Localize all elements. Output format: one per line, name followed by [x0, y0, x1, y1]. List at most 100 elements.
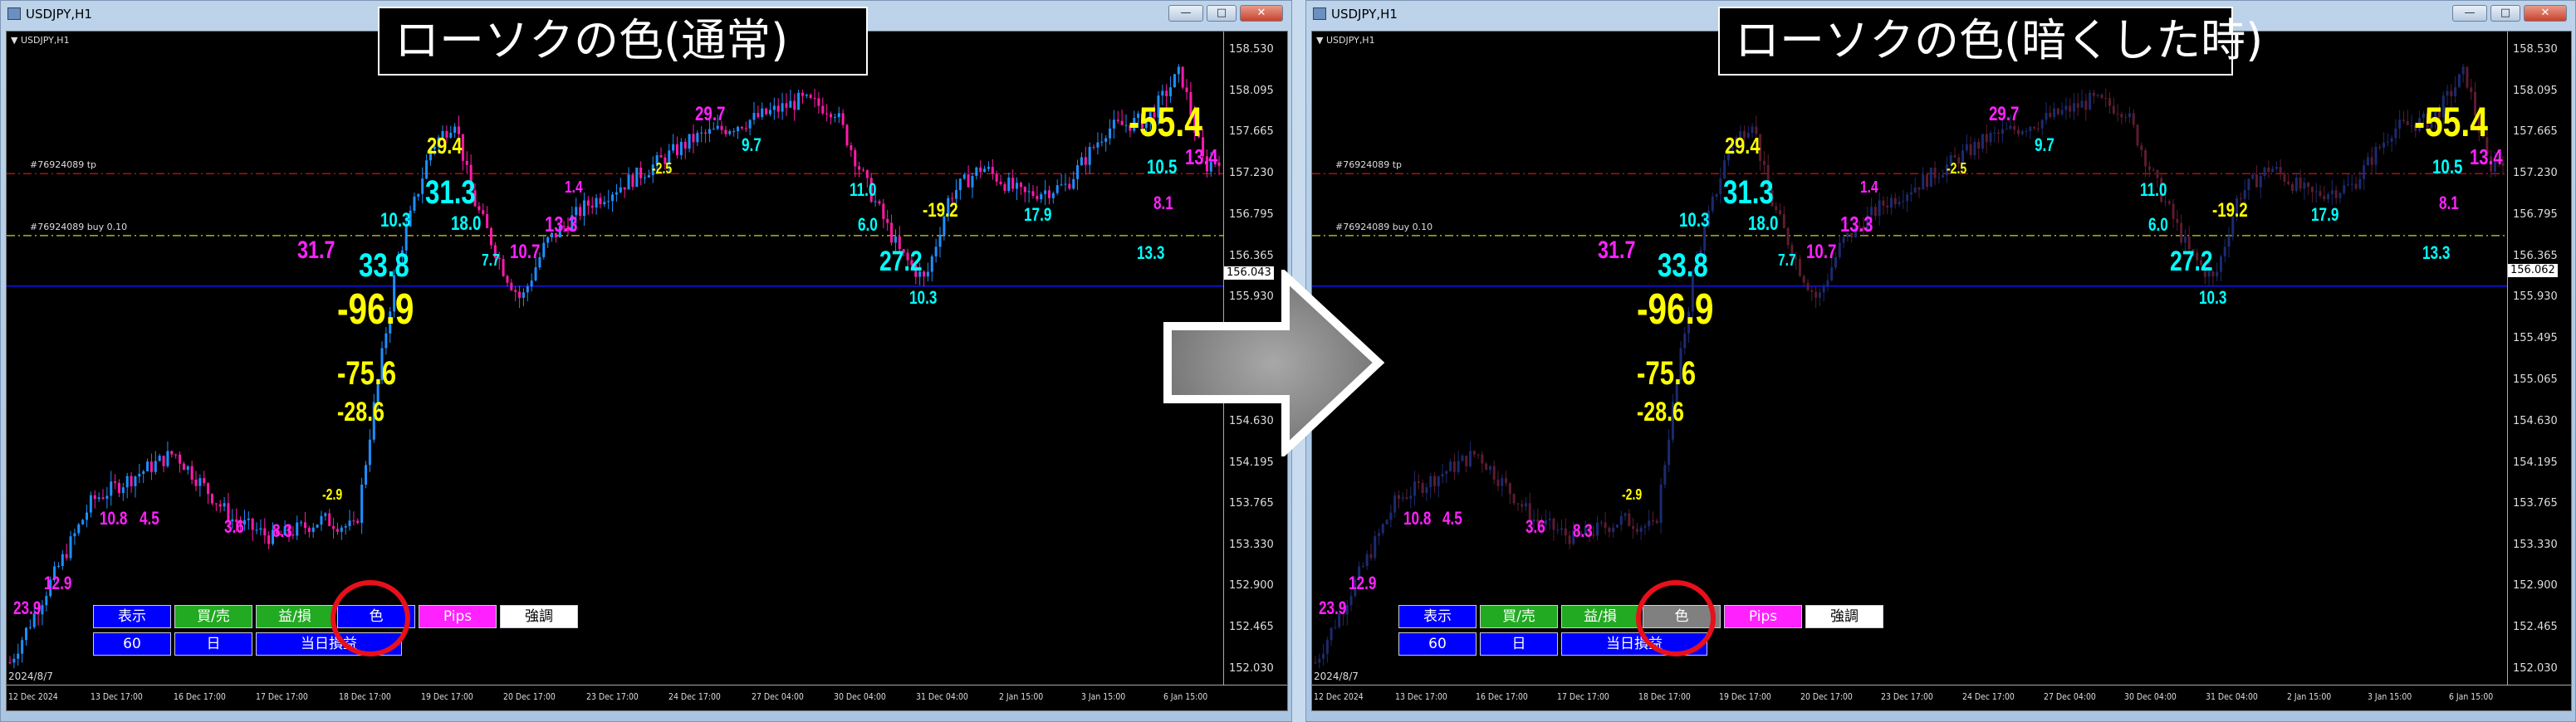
candle — [380, 341, 384, 384]
candle — [1165, 84, 1168, 108]
candle — [235, 508, 238, 533]
candle — [1588, 524, 1591, 543]
candle — [2410, 114, 2413, 133]
candle — [2358, 171, 2362, 190]
candle — [2474, 81, 2477, 124]
price-tick-label: 152.900 — [2513, 579, 2558, 593]
candle — [2291, 181, 2294, 194]
candle — [1060, 173, 1063, 187]
price-tick-label: 158.095 — [2513, 84, 2558, 97]
price-axis[interactable]: 158.530 158.095 157.665 157.230 156.795 156.3… — [2507, 32, 2571, 685]
candle — [473, 183, 477, 207]
day-button[interactable]: 日 — [174, 632, 252, 656]
close-button[interactable]: ✕ — [2524, 5, 2567, 22]
candle — [1981, 134, 1984, 153]
period-60-button[interactable]: 60 — [1398, 632, 1477, 656]
candle — [1743, 125, 1746, 144]
trade-pips-label: 1.4 — [564, 178, 583, 197]
trade-pips-label: 8.1 — [1153, 193, 1173, 213]
trade-pips-label: 13.4 — [2469, 144, 2503, 169]
candle — [1177, 64, 1180, 83]
trade-pips-label: -28.6 — [1636, 397, 1684, 427]
chart-area[interactable]: #76924089 tp #76924089 buy 0.10 ▼ USDJPY,H… — [6, 31, 1288, 711]
candle — [1659, 477, 1663, 534]
maximize-button[interactable]: □ — [2490, 5, 2520, 22]
day-button[interactable]: 日 — [1480, 632, 1558, 656]
candle — [1997, 129, 2001, 144]
candle — [869, 173, 873, 203]
candle — [1068, 177, 1071, 191]
candle — [1762, 151, 1765, 174]
emphasis-button[interactable]: 強調 — [500, 605, 578, 628]
time-tick-label: 24 Dec 17:00 — [1962, 691, 2015, 702]
candle — [1779, 203, 1782, 216]
candle — [2454, 76, 2457, 103]
candle — [1173, 73, 1176, 88]
display-button[interactable]: 表示 — [1398, 605, 1477, 628]
caption-box: ローソクの色(通常) — [378, 7, 868, 76]
price-tick-label: 154.195 — [1229, 456, 1274, 469]
plot-area[interactable]: #76924089 tp #76924089 buy 0.10 ▼ USDJPY,H… — [7, 32, 1224, 685]
pips-button[interactable]: Pips — [419, 605, 497, 628]
candle — [2200, 256, 2203, 267]
candle — [190, 461, 193, 485]
price-axis[interactable]: 158.530 158.095 157.665 157.230 156.795 156.3… — [1223, 32, 1287, 685]
profit-loss-button[interactable]: 益/損 — [1561, 605, 1639, 628]
candle — [2493, 151, 2496, 178]
candle — [1425, 482, 1428, 501]
buy-sell-button[interactable]: 買/売 — [1480, 605, 1558, 628]
trade-pips-label: -2.5 — [652, 160, 673, 177]
candle — [522, 288, 525, 307]
candle — [1011, 169, 1015, 193]
candle — [878, 199, 881, 206]
time-axis[interactable]: 12 Dec 2024 13 Dec 17:00 16 Dec 17:00 17 De… — [1312, 685, 2571, 710]
candle — [571, 206, 574, 232]
chart-area[interactable]: #76924089 tp #76924089 buy 0.10 ▼ USDJPY,H… — [1311, 31, 2572, 711]
candle — [830, 111, 833, 124]
time-tick-label: 17 Dec 17:00 — [1556, 691, 1609, 702]
candle — [1599, 520, 1603, 527]
close-button[interactable]: ✕ — [1240, 5, 1283, 22]
maximize-button[interactable]: □ — [1207, 5, 1237, 22]
candle — [906, 248, 909, 271]
candle — [287, 524, 291, 543]
period-60-button[interactable]: 60 — [93, 632, 171, 656]
candle — [1695, 251, 1698, 277]
buy-sell-button[interactable]: 買/売 — [174, 605, 252, 628]
plot-area[interactable]: #76924089 tp #76924089 buy 0.10 ▼ USDJPY,H… — [1312, 32, 2508, 685]
candle — [526, 283, 529, 302]
candle — [1548, 511, 1551, 530]
candle — [623, 187, 626, 198]
minimize-button[interactable]: — — [2452, 5, 2487, 22]
candle — [2338, 191, 2342, 204]
candle — [619, 178, 622, 194]
candle — [1886, 196, 1889, 214]
profit-loss-button[interactable]: 益/損 — [256, 605, 334, 628]
candle — [1766, 154, 1770, 191]
minimize-button[interactable]: — — [1168, 5, 1203, 22]
display-button[interactable]: 表示 — [93, 605, 171, 628]
title-bar: USDJPY,H1 — □ ✕ — [1306, 1, 2575, 27]
candle — [2080, 89, 2084, 108]
candle — [81, 519, 85, 525]
candle — [1576, 528, 1579, 537]
time-tick-label: 2 Jan 15:00 — [2286, 691, 2331, 702]
candle — [1465, 455, 1468, 473]
candle — [2343, 179, 2346, 196]
candle — [251, 517, 254, 541]
candle — [1639, 524, 1643, 540]
candle — [255, 522, 258, 534]
candle — [1349, 591, 1353, 612]
pips-button[interactable]: Pips — [1724, 605, 1802, 628]
time-axis[interactable]: 12 Dec 2024 13 Dec 17:00 16 Dec 17:00 17 De… — [7, 685, 1287, 710]
candle — [934, 238, 938, 263]
emphasis-button[interactable]: 強調 — [1805, 605, 1883, 628]
candle — [2378, 144, 2382, 150]
candle — [267, 531, 271, 549]
candle — [340, 524, 343, 540]
candle — [1508, 482, 1511, 505]
trade-pips-label: 23.9 — [1318, 598, 1347, 618]
symbol-label: ▼ USDJPY,H1 — [1316, 35, 1375, 46]
trade-pips-label: 13.4 — [1185, 144, 1218, 169]
candle — [453, 123, 457, 138]
